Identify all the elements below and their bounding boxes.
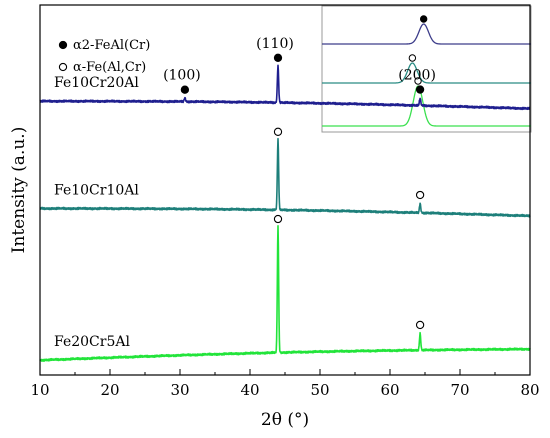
- inset-line-fe20cr5al: [322, 85, 531, 127]
- inset-line-fe10cr20al: [322, 23, 531, 45]
- peak-marker: [415, 190, 425, 200]
- legend-marker: [58, 62, 68, 72]
- x-tick-label: 40: [240, 381, 259, 399]
- series-line-fe10cr20al: [39, 64, 531, 111]
- series-line-fe20cr5al: [39, 225, 531, 362]
- inset-peak-marker: [419, 15, 428, 23]
- x-tick-label: 60: [380, 381, 399, 399]
- x-tick-label: 50: [310, 381, 329, 399]
- x-tick-label: 80: [520, 381, 539, 399]
- x-tick-label: 30: [170, 381, 189, 399]
- series-label: Fe10Cr10Al: [54, 183, 139, 199]
- x-tick-label: 10: [30, 381, 49, 399]
- series-line-fe10cr10al: [39, 137, 531, 218]
- x-tick-label: 20: [100, 381, 119, 399]
- peak-marker: [273, 214, 283, 224]
- inset-peak-marker: [414, 77, 422, 85]
- x-axis-ticks: 10 20 30 40 50 60 70 80: [30, 369, 540, 399]
- traces: [39, 64, 531, 362]
- peak-label: (110): [256, 36, 294, 52]
- peak-marker: [415, 320, 425, 330]
- x-tick-label: 70: [450, 381, 469, 399]
- x-axis-label: 2θ (°): [261, 410, 309, 430]
- legend: α2-FeAl(Cr) α-Fe(Al,Cr): [58, 38, 150, 75]
- y-axis-label: Intensity (a.u.): [9, 127, 29, 254]
- peak-label: (100): [163, 68, 201, 84]
- annotations: Fe10Cr20Al Fe10Cr10Al Fe20Cr5Al (100) (110) (…: [54, 36, 436, 350]
- legend-label: α2-FeAl(Cr): [73, 38, 150, 53]
- inset-peak-marker: [408, 54, 417, 62]
- inset-plot: [322, 15, 531, 127]
- peak-marker: [180, 85, 190, 94]
- peak-markers: [180, 53, 425, 330]
- peak-marker: [273, 127, 283, 136]
- peak-marker: [415, 85, 425, 94]
- legend-marker: [58, 40, 68, 50]
- series-label: Fe20Cr5Al: [54, 334, 130, 350]
- peak-marker: [273, 53, 283, 62]
- legend-label: α-Fe(Al,Cr): [73, 60, 146, 75]
- peak-label: (200): [398, 68, 436, 84]
- series-label: Fe10Cr20Al: [54, 75, 139, 91]
- inset-line-fe10cr10al: [322, 62, 531, 84]
